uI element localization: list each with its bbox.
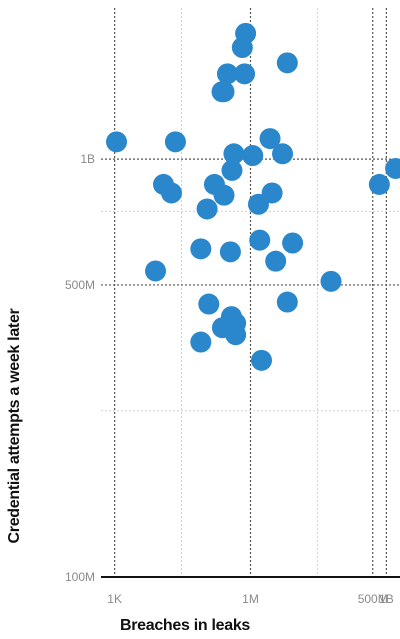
data-point [213, 81, 235, 103]
x-tick-label: 1K [107, 592, 122, 606]
y-tick-label: 100M [65, 570, 95, 584]
data-point [223, 143, 245, 165]
data-point [213, 184, 235, 206]
data-point [272, 143, 294, 165]
x-tick-label: 1B [379, 592, 394, 606]
data-point [247, 193, 269, 215]
data-point [276, 291, 298, 313]
y-tick-label: 500M [65, 278, 95, 292]
data-point [320, 270, 342, 292]
grid-lines [101, 8, 400, 578]
data-point [190, 331, 212, 353]
data-point [249, 229, 271, 251]
data-point [368, 173, 390, 195]
y-tick-label: 1B [80, 152, 95, 166]
data-point [234, 63, 256, 85]
data-point [198, 293, 220, 315]
data-point [190, 238, 212, 260]
data-point [160, 182, 182, 204]
y-axis-title: Credential attempts a week later [6, 308, 23, 543]
data-point [219, 241, 241, 263]
data-point [225, 324, 247, 346]
data-point [196, 198, 218, 220]
data-point [276, 52, 298, 74]
x-tick-label: 500M [358, 592, 388, 606]
data-point [251, 349, 273, 371]
data-point [216, 63, 238, 85]
data-point [235, 22, 257, 44]
data-point [221, 159, 243, 181]
data-points [106, 22, 400, 371]
data-point [164, 131, 186, 153]
data-point [282, 232, 304, 254]
data-point [106, 131, 128, 153]
data-point [259, 128, 281, 150]
data-point [242, 145, 264, 167]
data-point [265, 250, 287, 272]
data-point [145, 260, 167, 282]
data-point [385, 157, 400, 179]
x-tick-label: 1M [242, 592, 259, 606]
x-axis-title: Breaches in leaks [120, 617, 250, 634]
